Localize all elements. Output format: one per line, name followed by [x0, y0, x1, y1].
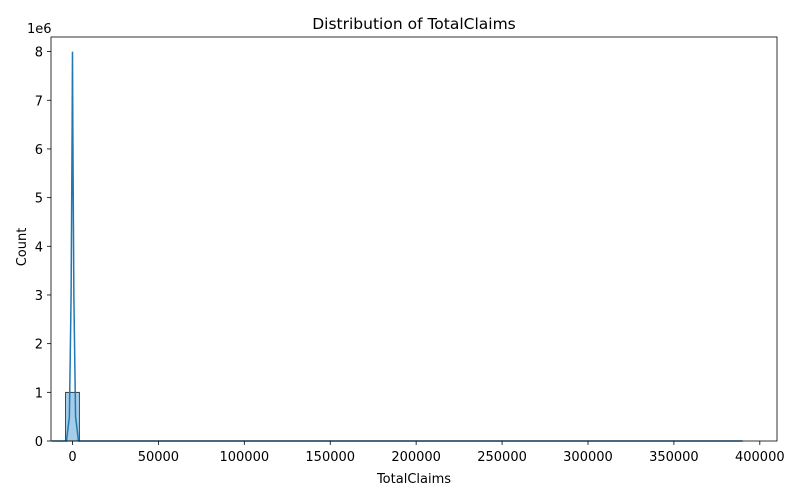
y-tick-label: 6 — [35, 143, 43, 158]
x-tick-label: 300000 — [563, 450, 613, 465]
y-tick-label: 8 — [35, 46, 43, 61]
y-tick-label: 0 — [35, 435, 43, 450]
plot-frame — [50, 36, 778, 442]
y-tick-label: 1 — [35, 386, 43, 401]
y-offset-text: 1e6 — [27, 22, 52, 37]
y-tick-label: 7 — [35, 94, 43, 109]
y-axis-label: Count — [15, 228, 30, 267]
x-tick-label: 0 — [68, 450, 76, 465]
x-tick-label: 350000 — [649, 450, 699, 465]
x-tick-label: 400000 — [735, 450, 785, 465]
y-tick-label: 3 — [35, 289, 43, 304]
x-tick-label: 200000 — [391, 450, 441, 465]
x-tick-label: 50000 — [138, 450, 179, 465]
y-tick-label: 5 — [35, 192, 43, 207]
y-tick-label: 2 — [35, 338, 43, 353]
kde-line — [51, 51, 743, 442]
y-tick-label: 4 — [35, 240, 43, 255]
x-axis-label: TotalClaims — [376, 472, 451, 487]
x-tick-label: 250000 — [477, 450, 527, 465]
x-tick-label: 100000 — [219, 450, 269, 465]
x-tick-label: 150000 — [305, 450, 355, 465]
chart-title: Distribution of TotalClaims — [312, 15, 516, 33]
